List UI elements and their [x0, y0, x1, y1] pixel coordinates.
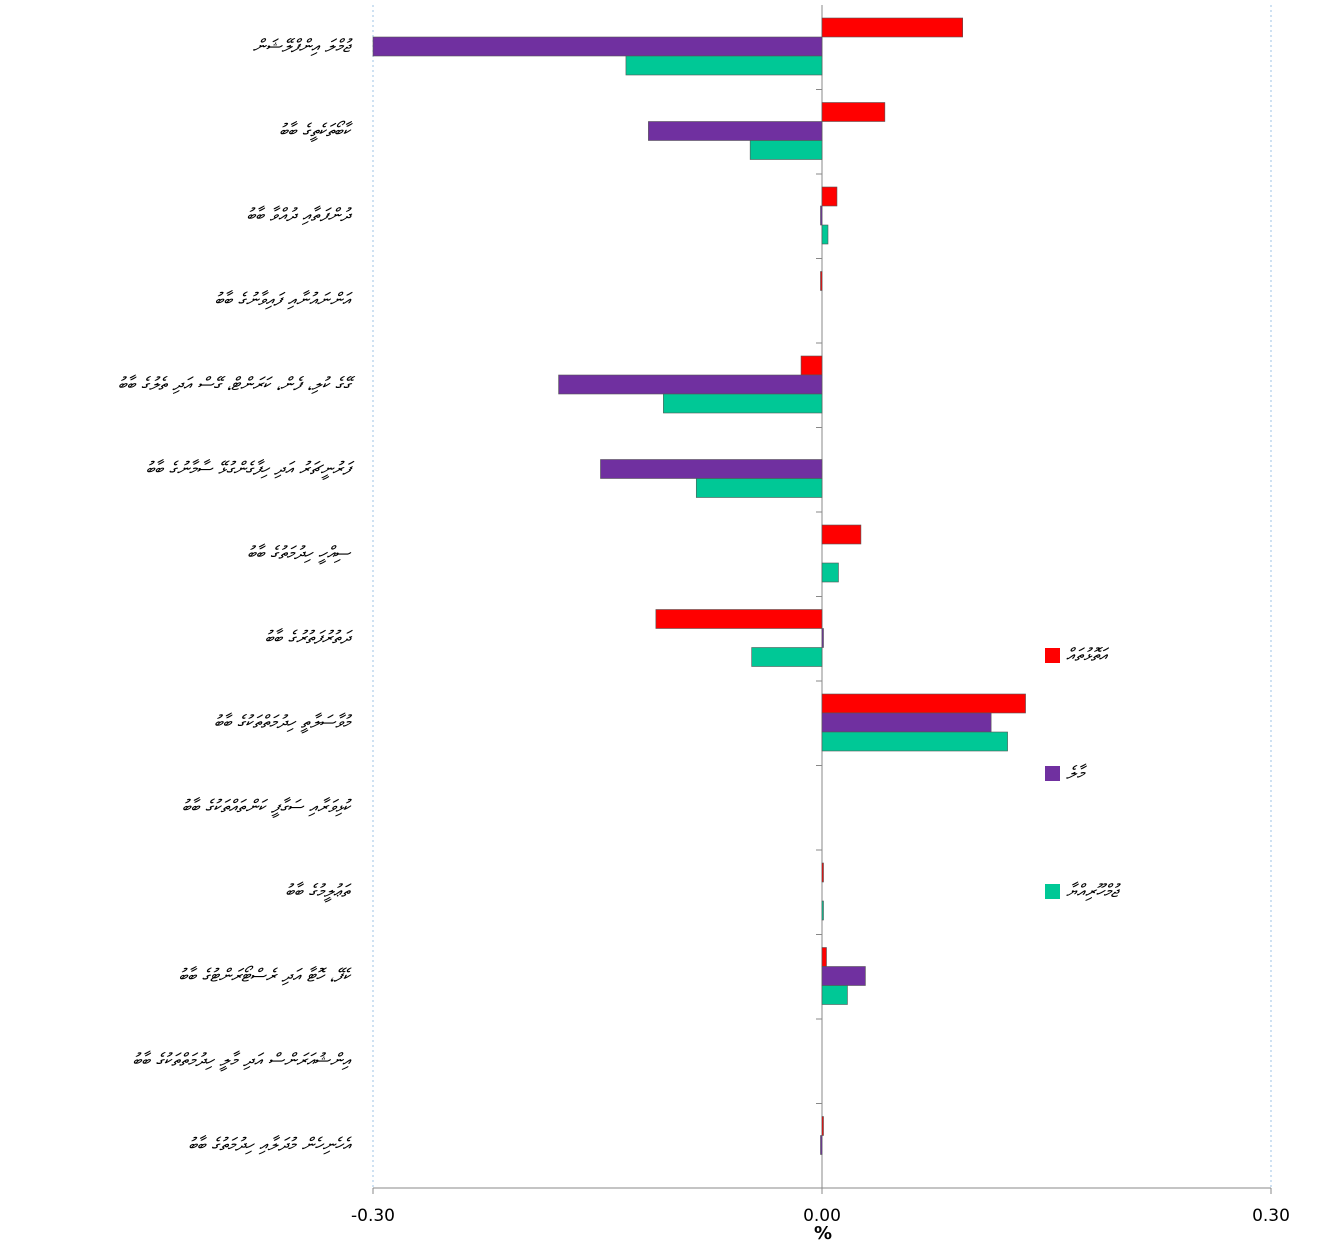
y-tick-label: ކާބޯތަކެތީގެ ބާބު: [279, 121, 354, 143]
bar: [821, 524, 862, 545]
bar: [625, 55, 823, 76]
bar: [648, 121, 823, 141]
bar: [821, 900, 824, 921]
bar: [751, 647, 823, 667]
legend-label: އަތޮޅުތައް: [1066, 645, 1110, 666]
bar: [821, 628, 824, 648]
bar: [663, 393, 823, 414]
legend-swatch: [1045, 884, 1060, 899]
y-tick-label: ދަތުރުފަތުރުގެ ބާބު: [265, 628, 354, 649]
y-tick-label: ފަރުނީޗަރު އަދި ހިފާގެންގުޅޭ ސާމާނުގެ ބާ…: [146, 459, 356, 481]
bar: [558, 374, 823, 395]
bar: [821, 562, 839, 583]
legend-swatch: [1045, 766, 1060, 781]
bar: [821, 985, 848, 1005]
bar: [820, 205, 823, 226]
bar: [821, 186, 838, 207]
y-tick-label: ގޭގެ ކުލި، ފެން، ކަރަންޓް، ގޭސް އަދި ތެލ…: [118, 374, 356, 395]
bar: [821, 102, 886, 122]
bar: [821, 862, 824, 883]
y-tick-label: ޖުމްލަ އިންފްލޭޝަން: [253, 36, 354, 57]
y-tick-label: ސިއްހީ ހިދުމަތުގެ ބާބު: [247, 543, 352, 565]
bar: [655, 609, 823, 629]
bar: [821, 712, 992, 733]
x-tick-label: 0.30: [1252, 1206, 1290, 1226]
x-tick-label: 0.00: [803, 1206, 841, 1226]
x-axis-title: %: [814, 1223, 832, 1244]
bar: [695, 478, 823, 498]
bar: [821, 224, 829, 245]
bar: [821, 966, 866, 986]
y-tick-label: ދުންފަތާއި ދުއްވާ ބާބު: [247, 205, 353, 226]
bar: [821, 17, 963, 38]
y-tick-label: އަންނައުނާއި ފައިވާނުގެ ބާބު: [215, 290, 354, 311]
legend-label: މާލެ: [1066, 763, 1088, 784]
y-tick-label: ކުޅިވަރާއި ސަގާފީ ކަންތައްތަކުގެ ބާބު: [182, 797, 353, 819]
y-tick-label: ތަޢުލީމުގެ ބާބު: [285, 881, 352, 903]
bar: [821, 731, 1008, 752]
bar: [800, 355, 823, 376]
bar: [600, 459, 823, 479]
y-tick-label: މުވާސަލާތީ ހިދުމަތްތަކުގެ ބާބު: [214, 712, 353, 734]
bar: [749, 140, 823, 160]
bar: [820, 271, 823, 291]
bar: [821, 947, 827, 967]
bar: [821, 693, 1026, 714]
legend-swatch: [1045, 648, 1060, 663]
bar: [372, 36, 823, 57]
y-tick-label: އިންޝުއަރަންސް އަދި މާލީ ހިދުމަތްތަކުގެ …: [133, 1050, 353, 1072]
x-tick-label: -0.30: [351, 1206, 395, 1226]
bar: [821, 1116, 824, 1136]
bar: [820, 1135, 823, 1155]
y-tick-label: އެހެނިހެން މުދަލާއި ހިދުމަތުގެ ބާބު: [188, 1135, 353, 1156]
y-tick-label: ކެފޭ، ހޮޓާ އަދި ރެސްޓޯރަންޓުގެ ބާބު: [179, 966, 353, 987]
legend-label: ޖުމްހޫރިއްޔާ: [1066, 881, 1122, 902]
